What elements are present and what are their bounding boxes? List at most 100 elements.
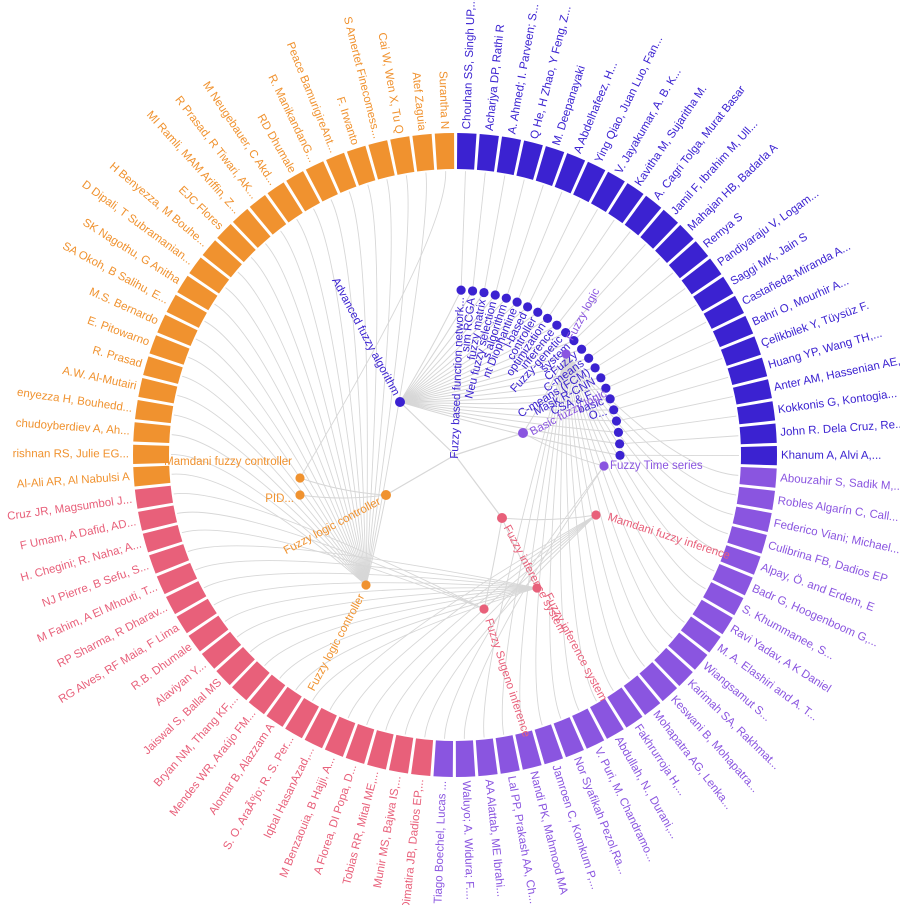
child-node xyxy=(552,321,561,330)
leaf-bar xyxy=(497,136,521,175)
child-node xyxy=(491,290,500,299)
leaf-link xyxy=(517,192,562,302)
child-label-fuzzy-logic: Fuzzy logic xyxy=(565,286,603,343)
child-node xyxy=(513,298,522,307)
child-node xyxy=(599,461,608,470)
leaf-link xyxy=(620,436,739,444)
leaf-bar xyxy=(133,422,170,443)
child-label-fuzzy-sugeno-inference: Fuzzy Sugeno inference xyxy=(482,617,532,739)
leaf-bar xyxy=(741,446,777,465)
leaf-link xyxy=(506,185,543,298)
leaf-label: enyezza H, Bouhedd... xyxy=(16,387,133,415)
group-node xyxy=(497,513,507,523)
group-label-advanced-fuzzy-algorithm: Advanced fuzzy algorithm xyxy=(329,276,401,398)
leaf-bar xyxy=(133,466,170,487)
leaf-link xyxy=(495,180,524,295)
leaf-link xyxy=(616,397,732,422)
child-node xyxy=(615,451,624,460)
leaf-bar xyxy=(433,740,453,777)
leaf-label: Wiangsamut S... xyxy=(700,660,772,724)
child-node xyxy=(533,308,542,317)
leaf-bar xyxy=(476,738,498,776)
leaf-label: Surantha N xyxy=(436,71,450,130)
leaf-label: Kokkonis G, Kontogia... xyxy=(777,388,898,416)
leaf-bar xyxy=(135,486,173,509)
child-node xyxy=(591,363,600,372)
child-node xyxy=(584,354,593,363)
child-node xyxy=(615,439,624,448)
leaf-link xyxy=(589,289,685,359)
group-node xyxy=(395,397,405,407)
child-node xyxy=(523,302,532,311)
leaf-bar xyxy=(135,400,173,423)
group-link xyxy=(386,455,455,495)
leaf-label: Waluyo; A. Widura; F.... xyxy=(460,781,476,900)
leaf-label: Acharjya DP, Rathi R xyxy=(484,24,507,132)
child-node xyxy=(468,286,477,295)
leaf-label: M Fahim, A El Mhouti, T... xyxy=(35,582,159,646)
leaf-link xyxy=(366,185,377,585)
leaf-bar xyxy=(457,133,477,170)
leaf-link xyxy=(188,357,366,585)
child-label-fuzzy-logic-controller: Fuzzy logic controller xyxy=(306,592,367,693)
leaf-label: Atef Zaguia xyxy=(410,72,428,132)
leaf-link xyxy=(614,377,728,410)
leaf-bar xyxy=(740,424,777,445)
leaf-link xyxy=(618,416,736,432)
leaf-link xyxy=(484,175,505,292)
group-node xyxy=(518,428,528,438)
group-link xyxy=(455,433,523,455)
leaf-label: Abouzahir S, Sadik M,... xyxy=(780,472,900,493)
leaf-label: Khanum A, Alvi A,... xyxy=(781,450,881,462)
leaf-label: Cruz JR, Magsumbol J... xyxy=(7,494,133,523)
leaf-label: Al-Ali AR, Al Nabulsi A xyxy=(16,471,130,491)
child-node xyxy=(479,288,488,297)
leaf-label: rishnan RS, Julie EG... xyxy=(13,448,129,460)
leaf-label: F. Irwanto xyxy=(334,95,361,146)
leaf-bar xyxy=(737,401,775,424)
child-node xyxy=(591,510,600,519)
leaf-label: chudoyberdiev A, Ah... xyxy=(15,417,130,437)
child-node xyxy=(502,294,511,303)
leaf-label: Dimatira JB, Dadios EP,... xyxy=(400,779,426,905)
leaf-link xyxy=(300,171,446,478)
leaf-bar xyxy=(435,133,454,170)
leaf-bar xyxy=(456,740,475,777)
child-label-fuzzy-time-series: Fuzzy Time series xyxy=(610,460,703,472)
child-node xyxy=(609,405,618,414)
leaf-link xyxy=(557,232,630,326)
child-label-mamdani-fuzzy-controller: Mamdani fuzzy controller xyxy=(164,456,292,468)
leaf-bar xyxy=(496,735,520,774)
child-node xyxy=(295,473,304,482)
child-label-pid: PID... xyxy=(265,493,294,505)
child-node xyxy=(596,373,605,382)
leaf-bar xyxy=(740,467,777,488)
child-node xyxy=(612,416,621,425)
leaf-bar xyxy=(477,134,499,172)
leaf-link xyxy=(595,305,696,368)
child-node xyxy=(361,580,370,589)
leaf-label: John R. Dela Cruz, Re... xyxy=(780,419,900,439)
leaf-link xyxy=(473,173,486,291)
leaf-label: Tiago Boechel, Lucas ... xyxy=(432,781,449,904)
child-node xyxy=(614,428,623,437)
leaf-label: Cai W, Wen X, Tu Q xyxy=(375,32,404,135)
leaf-bar xyxy=(737,487,775,510)
leaf-label: Chouhan SS, Singh UP,... xyxy=(461,0,478,129)
child-link xyxy=(502,515,596,520)
child-node xyxy=(543,314,552,323)
leaf-label: R. Prasad xyxy=(91,345,143,371)
leaf-link xyxy=(582,273,673,349)
child-node xyxy=(456,286,465,295)
leaf-label: Peace BamurigireAnt... xyxy=(284,41,339,155)
leaf-bar xyxy=(390,136,414,175)
child-node xyxy=(295,490,304,499)
leaf-bar xyxy=(389,735,413,774)
leaf-label: Munir MS, Bajwa IS,... xyxy=(372,775,404,889)
leaf-label: Robles Algarín C, Call... xyxy=(777,495,900,524)
group-link xyxy=(455,455,502,518)
child-node xyxy=(479,604,488,613)
leaf-label: AA Alattab, ME Ibrahi... xyxy=(482,779,506,898)
